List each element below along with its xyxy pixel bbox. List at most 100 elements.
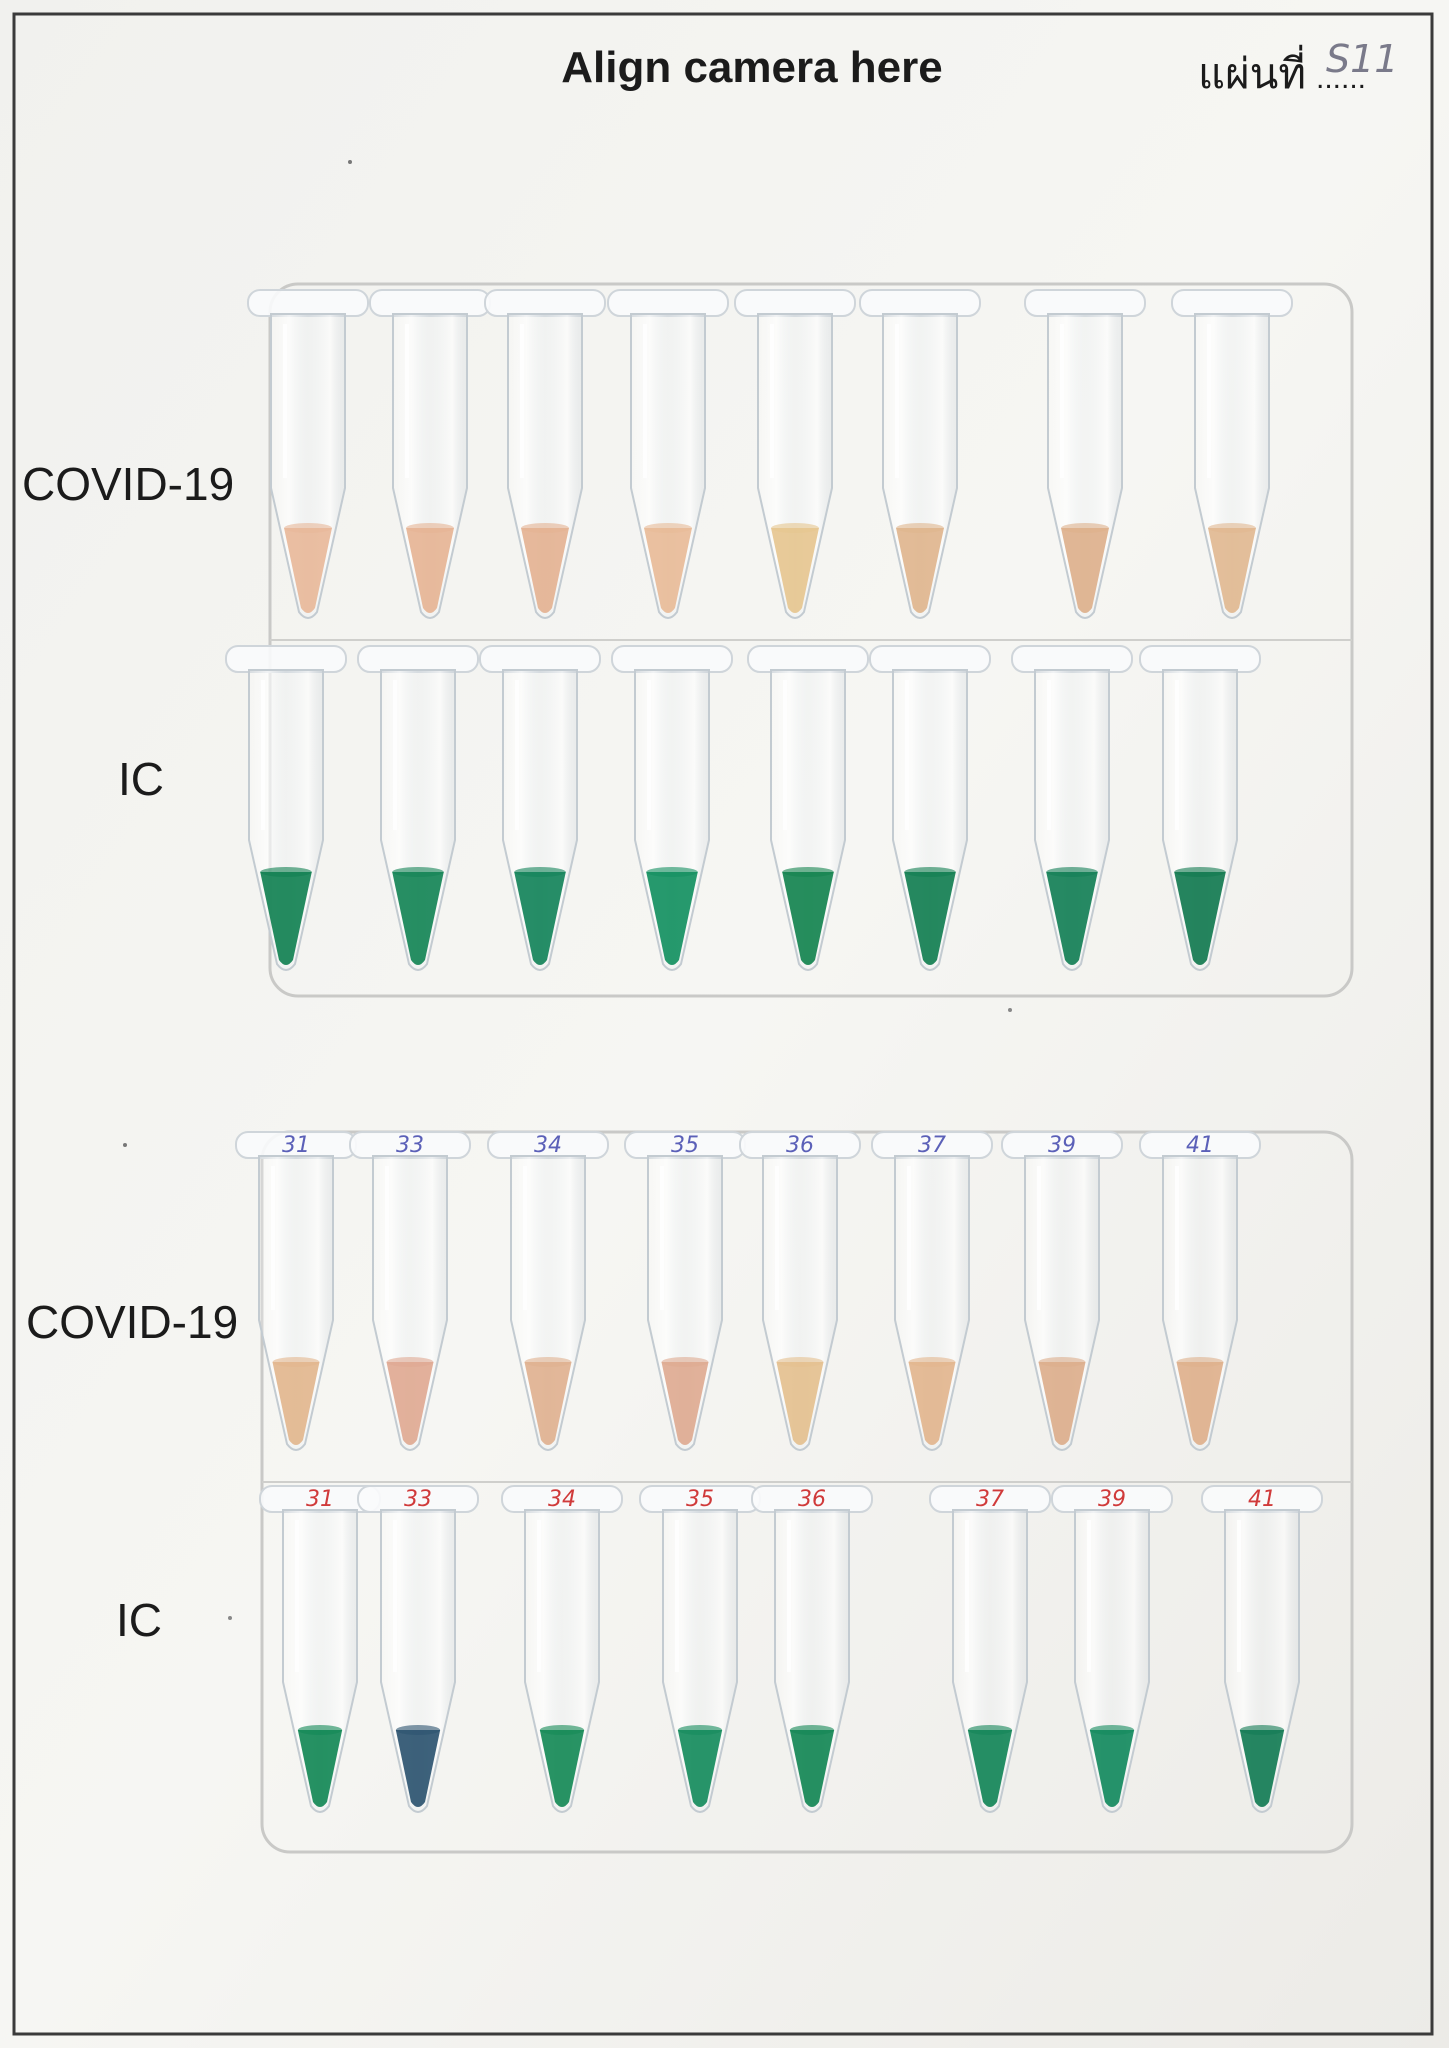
paper-speck (348, 160, 352, 164)
p1-covid-tube-liquid (521, 528, 569, 613)
p2-ic-tube-1: 31 (259, 1485, 381, 1813)
p2-covid-tube-liquid (1038, 1362, 1086, 1445)
p1-ic-tube-lid (1011, 645, 1133, 673)
p2-ic-tube-liquid (967, 1730, 1013, 1807)
p2-covid-tube-6: 37 (871, 1131, 993, 1451)
p2-ic-tube-8: 41 (1201, 1485, 1323, 1813)
p2-ic-tube-note: 36 (798, 1487, 826, 1512)
p1-ic-tube-meniscus (904, 867, 956, 877)
p1-covid-tube-liquid (284, 528, 332, 613)
header-title: Align camera here (561, 43, 943, 92)
p2-ic-tube-7: 39 (1051, 1485, 1173, 1813)
p2-covid-tube-3: 34 (487, 1131, 609, 1451)
p2-covid-tube-meniscus (1038, 1357, 1086, 1367)
p1-ic-tube-2 (357, 645, 479, 971)
p2-ic-tube-note: 39 (1098, 1487, 1126, 1512)
p2-ic-tube-6: 37 (929, 1485, 1051, 1813)
p1-covid-tube-liquid (896, 528, 944, 613)
p2-covid-tube-note: 34 (534, 1133, 562, 1158)
p2-covid-tube-note: 37 (918, 1133, 946, 1158)
p2-covid-tube-meniscus (661, 1357, 709, 1367)
p1-covid-tube-lid (734, 289, 856, 317)
p2-ic-tube-note: 41 (1248, 1487, 1276, 1512)
p2-ic-tube-meniscus (677, 1725, 723, 1735)
p2-ic-tube-3: 34 (501, 1485, 623, 1813)
panel-1: COVID-19 IC (22, 282, 1354, 998)
p2-covid-tube-meniscus (908, 1357, 956, 1367)
p1-ic-tube-6 (869, 645, 991, 971)
panel-2-covid-tubes: 31 33 34 35 36 37 39 41 (235, 1131, 1261, 1451)
p2-ic-tube-meniscus (1239, 1725, 1285, 1735)
p1-covid-tube-liquid (771, 528, 819, 613)
p1-covid-tube-meniscus (284, 523, 332, 533)
p1-ic-tube-lid (747, 645, 869, 673)
panel-1-ic-tubes (225, 645, 1261, 971)
p1-covid-tube-1 (247, 289, 369, 619)
p2-ic-tube-meniscus (789, 1725, 835, 1735)
p1-covid-tube-meniscus (771, 523, 819, 533)
p1-ic-tube-lid (869, 645, 991, 673)
p1-ic-tube-meniscus (1174, 867, 1226, 877)
p2-ic-tube-liquid (677, 1730, 723, 1807)
p1-ic-tube-4 (611, 645, 733, 971)
p1-ic-tube-5 (747, 645, 869, 971)
p2-covid-tube-liquid (272, 1362, 320, 1445)
p2-covid-tube-2: 33 (349, 1131, 471, 1451)
p1-ic-tube-meniscus (782, 867, 834, 877)
p2-ic-tube-note: 35 (686, 1487, 714, 1512)
p2-covid-tube-liquid (661, 1362, 709, 1445)
p2-covid-tube-note: 33 (396, 1133, 424, 1158)
p1-covid-tube-meniscus (1061, 523, 1109, 533)
paper-speck (1008, 1008, 1012, 1012)
p2-covid-tube-5: 36 (739, 1131, 861, 1451)
p2-covid-tube-note: 41 (1186, 1133, 1214, 1158)
p1-covid-tube-liquid (406, 528, 454, 613)
panel-1-covid-label: COVID-19 (22, 458, 234, 510)
p1-covid-tube-lid (247, 289, 369, 317)
p1-ic-tube-meniscus (1046, 867, 1098, 877)
p2-ic-tube-4: 35 (639, 1485, 761, 1813)
p2-covid-tube-liquid (1176, 1362, 1224, 1445)
p2-ic-tube-note: 31 (306, 1487, 334, 1512)
p2-covid-tube-meniscus (524, 1357, 572, 1367)
p1-covid-tube-5 (734, 289, 856, 619)
p2-covid-tube-note: 35 (671, 1133, 699, 1158)
paper-speck (123, 1143, 127, 1147)
p1-ic-tube-lid (479, 645, 601, 673)
p1-covid-tube-8 (1171, 289, 1293, 619)
p1-covid-tube-2 (369, 289, 491, 619)
p2-covid-tube-8: 41 (1139, 1131, 1261, 1451)
p2-covid-tube-4: 35 (624, 1131, 746, 1451)
p1-covid-tube-lid (484, 289, 606, 317)
p2-ic-tube-liquid (539, 1730, 585, 1807)
p2-ic-tube-meniscus (297, 1725, 343, 1735)
p2-ic-tube-note: 34 (548, 1487, 576, 1512)
p2-ic-tube-liquid (297, 1730, 343, 1807)
p1-ic-tube-meniscus (514, 867, 566, 877)
p1-ic-tube-1 (225, 645, 347, 971)
p1-covid-tube-lid (607, 289, 729, 317)
p1-ic-tube-8 (1139, 645, 1261, 971)
panel-2-covid-label: COVID-19 (26, 1296, 238, 1348)
p1-ic-tube-3 (479, 645, 601, 971)
panel-2-ic-tubes: 31 33 34 35 36 37 39 41 (259, 1485, 1323, 1813)
p2-covid-tube-meniscus (272, 1357, 320, 1367)
p1-covid-tube-3 (484, 289, 606, 619)
p2-covid-tube-liquid (776, 1362, 824, 1445)
p1-covid-tube-6 (859, 289, 981, 619)
p2-ic-tube-liquid (1089, 1730, 1135, 1807)
p1-ic-tube-meniscus (260, 867, 312, 877)
p2-covid-tube-liquid (908, 1362, 956, 1445)
p2-covid-tube-note: 31 (282, 1133, 310, 1158)
p1-ic-tube-meniscus (646, 867, 698, 877)
p2-covid-tube-note: 39 (1048, 1133, 1076, 1158)
p1-ic-tube-liquid (782, 872, 834, 965)
p1-covid-tube-lid (859, 289, 981, 317)
p1-covid-tube-liquid (1208, 528, 1256, 613)
p1-covid-tube-liquid (1061, 528, 1109, 613)
p2-ic-tube-meniscus (1089, 1725, 1135, 1735)
sheet-number-handwritten: S11 (1326, 37, 1398, 81)
paper-speck (228, 1616, 232, 1620)
panel-1-covid-tubes (247, 289, 1293, 619)
sheet-number-label: แผ่นที่ (1198, 45, 1306, 97)
